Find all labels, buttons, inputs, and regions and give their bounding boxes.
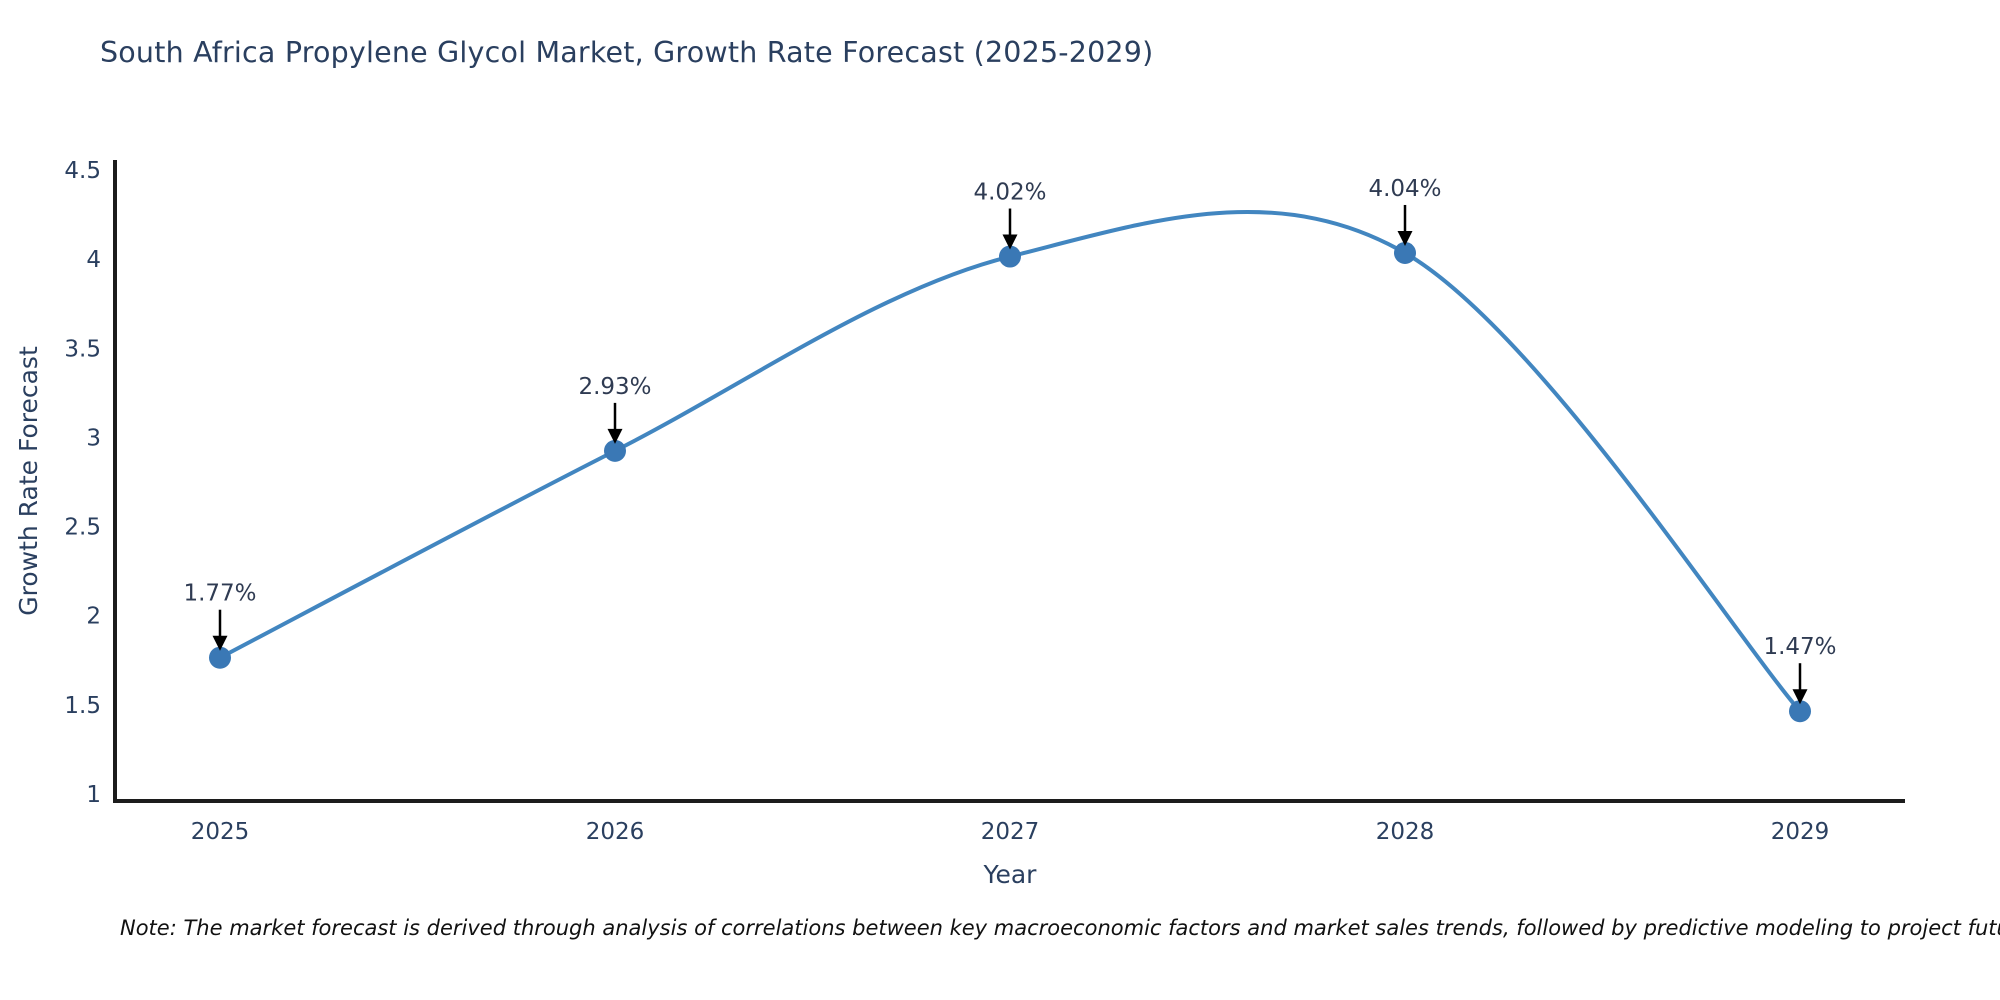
y-tick-label: 4.5	[64, 158, 101, 184]
annotation-arrow-head	[1002, 234, 1018, 250]
y-tick-label: 1	[86, 782, 101, 808]
point-label: 2.93%	[578, 374, 651, 400]
footnote: Note: The market forecast is derived thr…	[120, 916, 2000, 940]
annotation-arrow-head	[607, 428, 623, 444]
y-tick-label: 4	[86, 247, 101, 273]
data-point-2025[interactable]	[209, 646, 231, 669]
annotation-arrow-head	[1397, 230, 1413, 246]
x-tick-label: 2025	[191, 819, 250, 845]
point-label: 4.04%	[1368, 176, 1441, 202]
data-point-2029[interactable]	[1789, 700, 1811, 723]
data-point-2027[interactable]	[999, 245, 1021, 268]
y-tick-label: 3	[86, 425, 101, 451]
chart-title: South Africa Propylene Glycol Market, Gr…	[100, 36, 1154, 69]
y-tick-label: 3.5	[64, 336, 101, 362]
y-tick-label: 2	[86, 604, 101, 630]
point-label: 1.77%	[183, 581, 256, 607]
data-point-2028[interactable]	[1394, 241, 1416, 264]
x-tick-label: 2027	[981, 819, 1040, 845]
data-point-2026[interactable]	[604, 439, 626, 462]
x-tick-label: 2026	[586, 819, 645, 845]
point-label: 4.02%	[973, 180, 1046, 206]
x-tick-label: 2029	[1771, 819, 1830, 845]
point-label: 1.47%	[1763, 634, 1836, 660]
x-axis-title: Year	[983, 860, 1037, 889]
y-tick-label: 2.5	[64, 515, 101, 541]
data-line	[218, 210, 1802, 714]
y-tick-label: 1.5	[64, 693, 101, 719]
annotation-arrow-head	[212, 635, 228, 651]
y-axis-title: Growth Rate Forecast	[14, 346, 43, 616]
annotation-arrow-head	[1792, 689, 1808, 705]
x-tick-label: 2028	[1376, 819, 1435, 845]
